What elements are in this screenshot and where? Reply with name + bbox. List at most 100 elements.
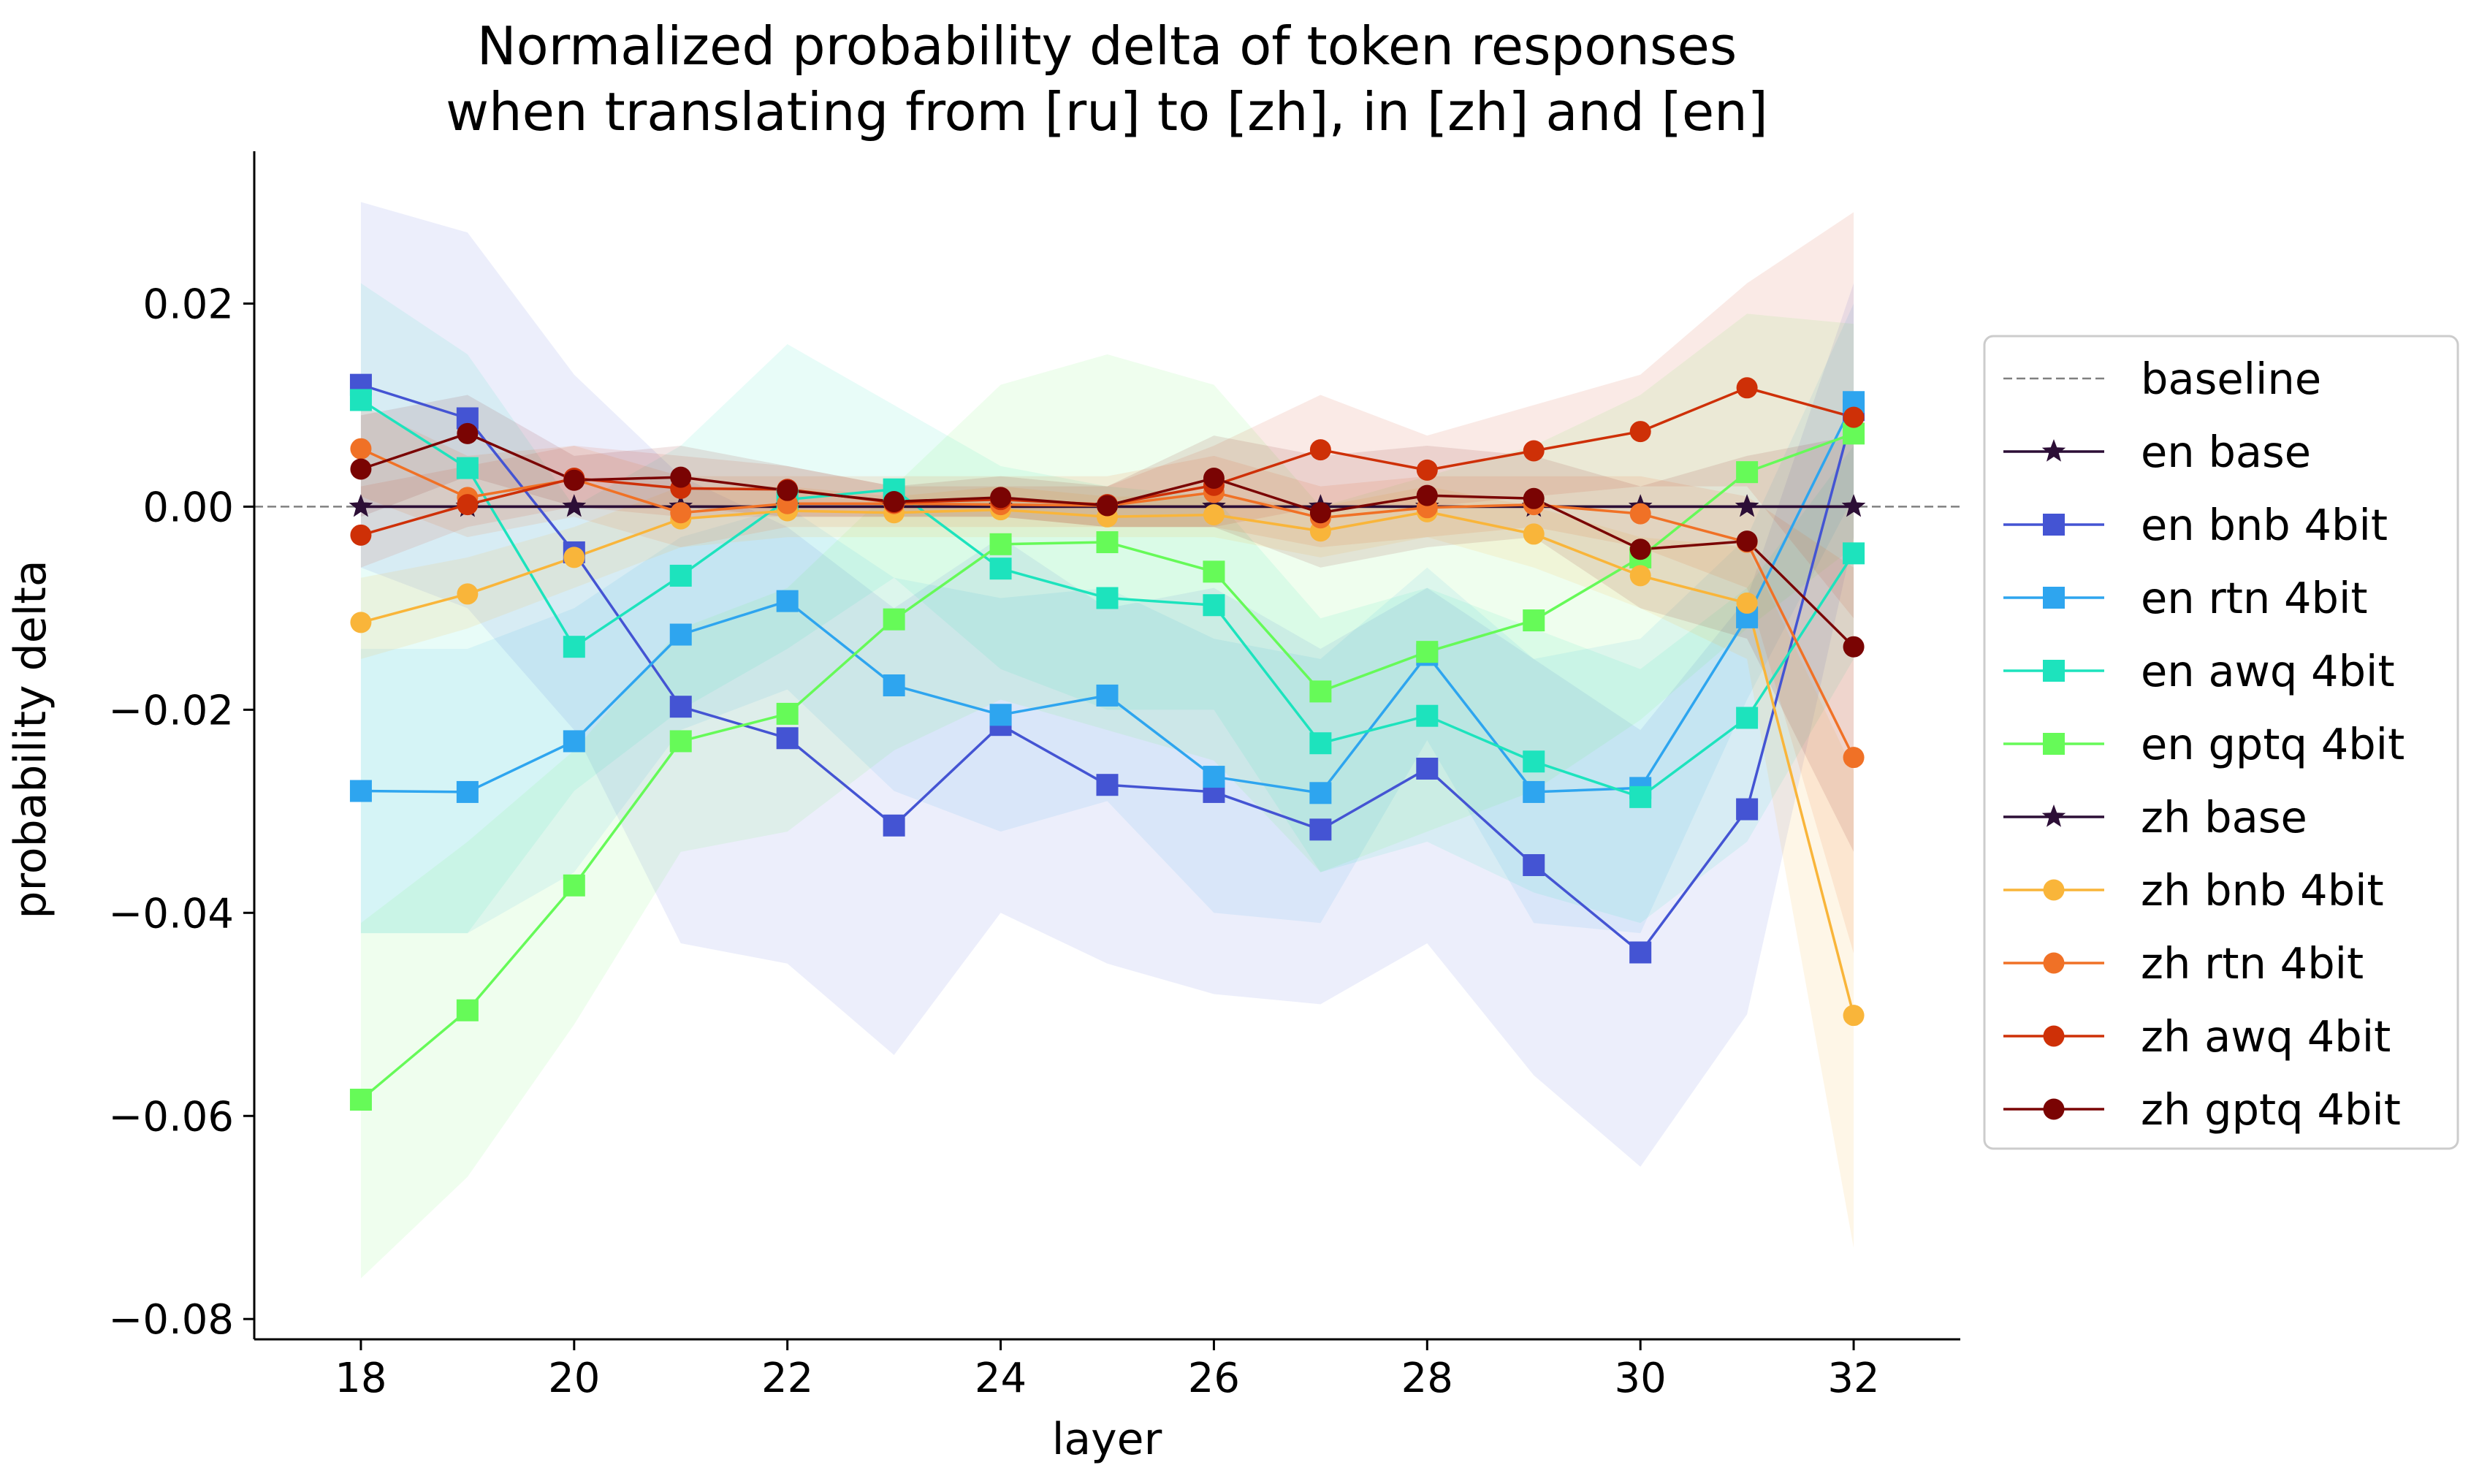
chart-title: Normalized probability delta of token re… [446,15,1768,142]
legend-label: en awq 4bit [2141,646,2395,696]
point-en-awq-4bit [1096,587,1119,609]
point-zh-awq-4bit [1416,459,1438,481]
legend-label: baseline [2141,354,2321,404]
legend-item-zh-rtn-4bit: zh rtn 4bit [2003,938,2364,989]
legend-label: zh base [2141,792,2307,842]
legend-item-zh-base: zh base [2003,792,2307,842]
point-en-gptq-4bit [776,702,799,725]
legend-item-zh-bnb-4bit: zh bnb 4bit [2003,865,2384,916]
legend-marker [2041,439,2066,462]
point-zh-gptq-4bit [1203,467,1225,489]
point-zh-bnb-4bit [1523,523,1545,545]
point-zh-base [562,494,586,517]
y-tick-label: −0.08 [108,1296,234,1344]
point-en-awq-4bit [1523,750,1545,773]
y-tick-label: 0.00 [142,484,234,531]
y-tick-label: −0.04 [108,890,234,937]
chart-title-line-2: when translating from [ru] to [zh], in [… [446,81,1768,142]
axes [253,151,1960,1341]
legend: baseline en base en bnb 4bit en rtn 4bit en … [1983,335,2459,1150]
point-zh-gptq-4bit [1416,484,1438,506]
y-axis-ticks: −0.08 −0.06 −0.04 −0.02 0.00 0.02 [108,281,254,1344]
legend-item-zh-awq-4bit: zh awq 4bit [2003,1011,2391,1062]
point-zh-awq-4bit [1629,421,1651,443]
point-en-gptq-4bit [1523,609,1545,632]
point-zh-gptq-4bit [1736,530,1758,552]
point-en-awq-4bit [563,636,585,658]
point-zh-gptq-4bit [1309,502,1331,524]
point-en-gptq-4bit [989,533,1012,555]
legend-marker [2043,514,2065,536]
legend-marker [2043,660,2065,682]
x-tick-label: 18 [335,1355,387,1402]
point-en-bnb-4bit [1096,774,1119,796]
legend-marker [2041,804,2066,827]
legend-marker [2043,952,2065,974]
point-zh-gptq-4bit [1523,487,1545,509]
legend-item-en-gptq-4bit: en gptq 4bit [2003,719,2405,769]
legend-marker [2043,1025,2065,1047]
x-axis-ticks: 18 20 22 24 26 28 30 32 [335,1339,1880,1402]
point-zh-base [1841,494,1866,517]
legend-label: zh gptq 4bit [2141,1084,2401,1135]
point-zh-awq-4bit [1736,377,1758,399]
point-en-awq-4bit [1203,594,1225,617]
point-en-bnb-4bit [1309,818,1332,841]
point-en-gptq-4bit [349,1089,372,1111]
point-en-rtn-4bit [989,704,1012,726]
x-tick-label: 20 [548,1355,600,1402]
point-en-awq-4bit [1629,785,1652,808]
point-en-awq-4bit [1736,707,1759,729]
point-en-gptq-4bit [1096,531,1119,554]
legend-label: en rtn 4bit [2141,573,2368,623]
y-tick-label: −0.06 [108,1093,234,1141]
point-en-bnb-4bit [776,727,799,750]
point-zh-rtn-4bit [1629,503,1651,525]
legend-marker [2043,587,2065,609]
point-zh-rtn-4bit [1843,747,1865,769]
y-tick-label: −0.02 [108,687,234,734]
point-en-awq-4bit [669,564,692,587]
point-en-awq-4bit [1309,732,1332,755]
legend-item-en-awq-4bit: en awq 4bit [2003,646,2395,696]
point-zh-rtn-4bit [350,438,372,460]
point-en-bnb-4bit [669,696,692,718]
point-en-rtn-4bit [563,730,585,753]
y-tick-label: 0.02 [142,281,234,328]
y-axis-label: probability delta [5,560,56,918]
point-en-gptq-4bit [1309,680,1332,703]
point-zh-awq-4bit [1309,439,1331,461]
legend-marker [2043,879,2065,901]
point-zh-bnb-4bit [1629,565,1651,587]
legend-marker [2043,1098,2065,1120]
x-tick-label: 32 [1827,1355,1879,1402]
point-zh-gptq-4bit [1097,495,1118,517]
point-en-rtn-4bit [1096,684,1119,707]
point-zh-gptq-4bit [990,487,1012,509]
point-en-gptq-4bit [563,874,585,897]
point-en-bnb-4bit [1523,853,1545,876]
point-en-gptq-4bit [1736,461,1759,484]
point-zh-bnb-4bit [1843,1005,1865,1027]
legend-item-en-base: en base [2003,427,2311,477]
legend-label: zh awq 4bit [2141,1011,2391,1062]
point-en-gptq-4bit [1416,641,1439,663]
point-zh-base [1735,494,1759,517]
point-en-rtn-4bit [456,780,479,803]
point-zh-gptq-4bit [1629,539,1651,560]
band-en-rtn-4bit [360,303,1854,934]
chart-title-line-1: Normalized probability delta of token re… [477,15,1737,77]
point-en-bnb-4bit [1629,941,1652,964]
x-tick-label: 28 [1401,1355,1453,1402]
band-en-gptq-4bit [360,313,1854,1279]
point-en-gptq-4bit [669,730,692,753]
point-en-rtn-4bit [1523,780,1545,803]
point-en-awq-4bit [349,389,372,411]
legend-label: zh rtn 4bit [2141,938,2364,989]
point-zh-gptq-4bit [350,458,372,480]
point-zh-bnb-4bit [563,547,585,568]
point-en-gptq-4bit [883,608,905,631]
point-en-gptq-4bit [456,999,479,1021]
point-zh-gptq-4bit [563,469,585,491]
